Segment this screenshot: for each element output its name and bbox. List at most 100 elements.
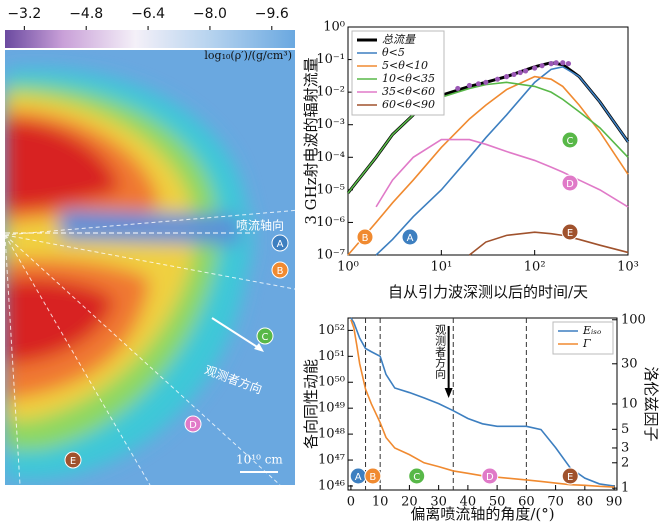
- x-tick-label: 20: [401, 495, 418, 510]
- marker-badge: [401, 228, 419, 246]
- x-tick-label: 90: [606, 495, 623, 510]
- y-tick-label: 10⁻³: [316, 117, 345, 132]
- y-tick-label: 10⁵⁰: [318, 375, 345, 390]
- legend-label: 60<θ<90: [382, 98, 435, 111]
- x-tick-label: 10²: [524, 260, 546, 275]
- legend-label: 35<θ<60: [382, 85, 435, 98]
- data-point: [483, 79, 489, 85]
- marker-badge: [64, 451, 82, 469]
- y-tick-label: 10⁴⁶: [318, 478, 345, 493]
- x-axis-title: 自从引力波深测以后的时间/天: [388, 283, 588, 301]
- marker-letter: A: [355, 472, 362, 483]
- y-tick-label: 10⁴⁹: [318, 401, 345, 416]
- y-tick-label: 10⁻²: [316, 85, 345, 100]
- y-tick-label: 10⁻⁶: [316, 215, 345, 230]
- data-point: [466, 82, 473, 89]
- x-tick-label: 10¹: [430, 260, 452, 275]
- marker-letter: B: [362, 233, 369, 244]
- marker-badge: [408, 467, 426, 485]
- marker-letter: C: [262, 332, 269, 343]
- legend-frame: [351, 30, 445, 116]
- legend-label: 5<θ<10: [382, 59, 428, 72]
- density-map: [5, 50, 295, 485]
- data-point: [532, 65, 538, 71]
- marker-badge: [561, 131, 579, 149]
- marker-badge: [356, 228, 374, 246]
- y-tick-label: 10⁴⁸: [318, 427, 345, 442]
- image-annotation: 喷流轴向: [236, 218, 284, 233]
- colorbar-tick-label: −9.6: [255, 6, 289, 22]
- x-tick-label: 0: [347, 495, 355, 510]
- marker-badge: [271, 261, 289, 279]
- y2-tick-label: 5: [621, 422, 629, 437]
- y-tick-label: 10⁻⁴: [316, 150, 345, 165]
- y2-tick-label: 30: [621, 356, 638, 371]
- x-tick-label: 50: [489, 495, 506, 510]
- data-point: [517, 69, 523, 76]
- marker-letter: C: [567, 136, 574, 147]
- colorbar-label: log₁₀(ρ′)/(g/cm³): [204, 49, 292, 62]
- y2-tick-label: 2: [621, 455, 629, 470]
- y-tick-label: 10⁵¹: [318, 349, 345, 364]
- y2-tick-label: 3: [621, 440, 629, 455]
- marker-letter: C: [413, 472, 420, 483]
- marker-letter: E: [567, 228, 573, 239]
- marker-badge: [364, 467, 382, 485]
- data-point: [494, 76, 501, 82]
- marker-letter: D: [566, 179, 574, 190]
- colorbar-tick-label: −6.4: [131, 6, 165, 22]
- x-tick-label: 40: [460, 495, 477, 510]
- marker-badge: [561, 467, 579, 485]
- y-tick-label: 10⁻¹: [316, 52, 345, 67]
- series-line: [468, 231, 629, 256]
- marker-badge: [561, 223, 579, 241]
- data-point: [511, 71, 517, 78]
- y2-tick-label: 10: [621, 396, 638, 411]
- marker-letter: B: [277, 266, 284, 277]
- marker-badge: [481, 467, 499, 485]
- marker-badge: [561, 174, 579, 192]
- data-point: [523, 68, 529, 74]
- x-tick-label: 10⁰: [337, 260, 359, 275]
- y-tick-label: 10⁻⁷: [316, 248, 345, 263]
- colorbar: [5, 30, 295, 48]
- image-annotation: 10¹⁰ cm: [236, 453, 283, 467]
- legend-label: 10<θ<35: [382, 72, 435, 85]
- data-point: [455, 85, 461, 92]
- y-tick-label: 10⁻⁵: [316, 182, 345, 197]
- y-tick-label: 10⁴⁷: [318, 453, 345, 468]
- series-line: [375, 65, 629, 256]
- annotation-arrowhead: [444, 388, 453, 398]
- y2-tick-label: 100: [621, 312, 646, 327]
- series-line: [375, 138, 629, 208]
- legend-label: θ<5: [382, 46, 405, 59]
- x-tick-label: 10: [372, 495, 389, 510]
- marker-badge: [184, 415, 202, 433]
- colorbar-tick-label: −8.0: [193, 6, 227, 22]
- x-tick-label: 80: [577, 495, 594, 510]
- y-tick-label: 10⁵²: [318, 323, 345, 338]
- series-line: [347, 81, 629, 194]
- data-point: [475, 81, 482, 87]
- data-point: [553, 60, 559, 66]
- legend-label: 总流量: [382, 33, 416, 46]
- y2-axis-title: 洛伦兹因子: [642, 366, 660, 441]
- colorbar-tick-label: −4.8: [69, 6, 103, 22]
- data-point: [539, 63, 545, 69]
- y2-tick-label: 1: [621, 481, 629, 496]
- series-line: [350, 319, 615, 488]
- x-tick-label: 10³: [617, 260, 639, 275]
- marker-letter: E: [70, 456, 76, 467]
- series-line: [350, 317, 615, 487]
- marker-letter: B: [369, 472, 376, 483]
- x-tick-label: 70: [547, 495, 564, 510]
- legend-label: Eᵢₛₒ: [582, 324, 601, 337]
- series-line: [347, 75, 629, 256]
- data-point: [503, 74, 510, 80]
- colorbar-tick-label: −3.2: [7, 6, 41, 22]
- x-tick-label: 60: [518, 495, 535, 510]
- x-axis-title: 偏离喷流轴的角度/(°): [410, 505, 554, 522]
- marker-letter: D: [189, 420, 197, 431]
- data-point: [548, 61, 554, 67]
